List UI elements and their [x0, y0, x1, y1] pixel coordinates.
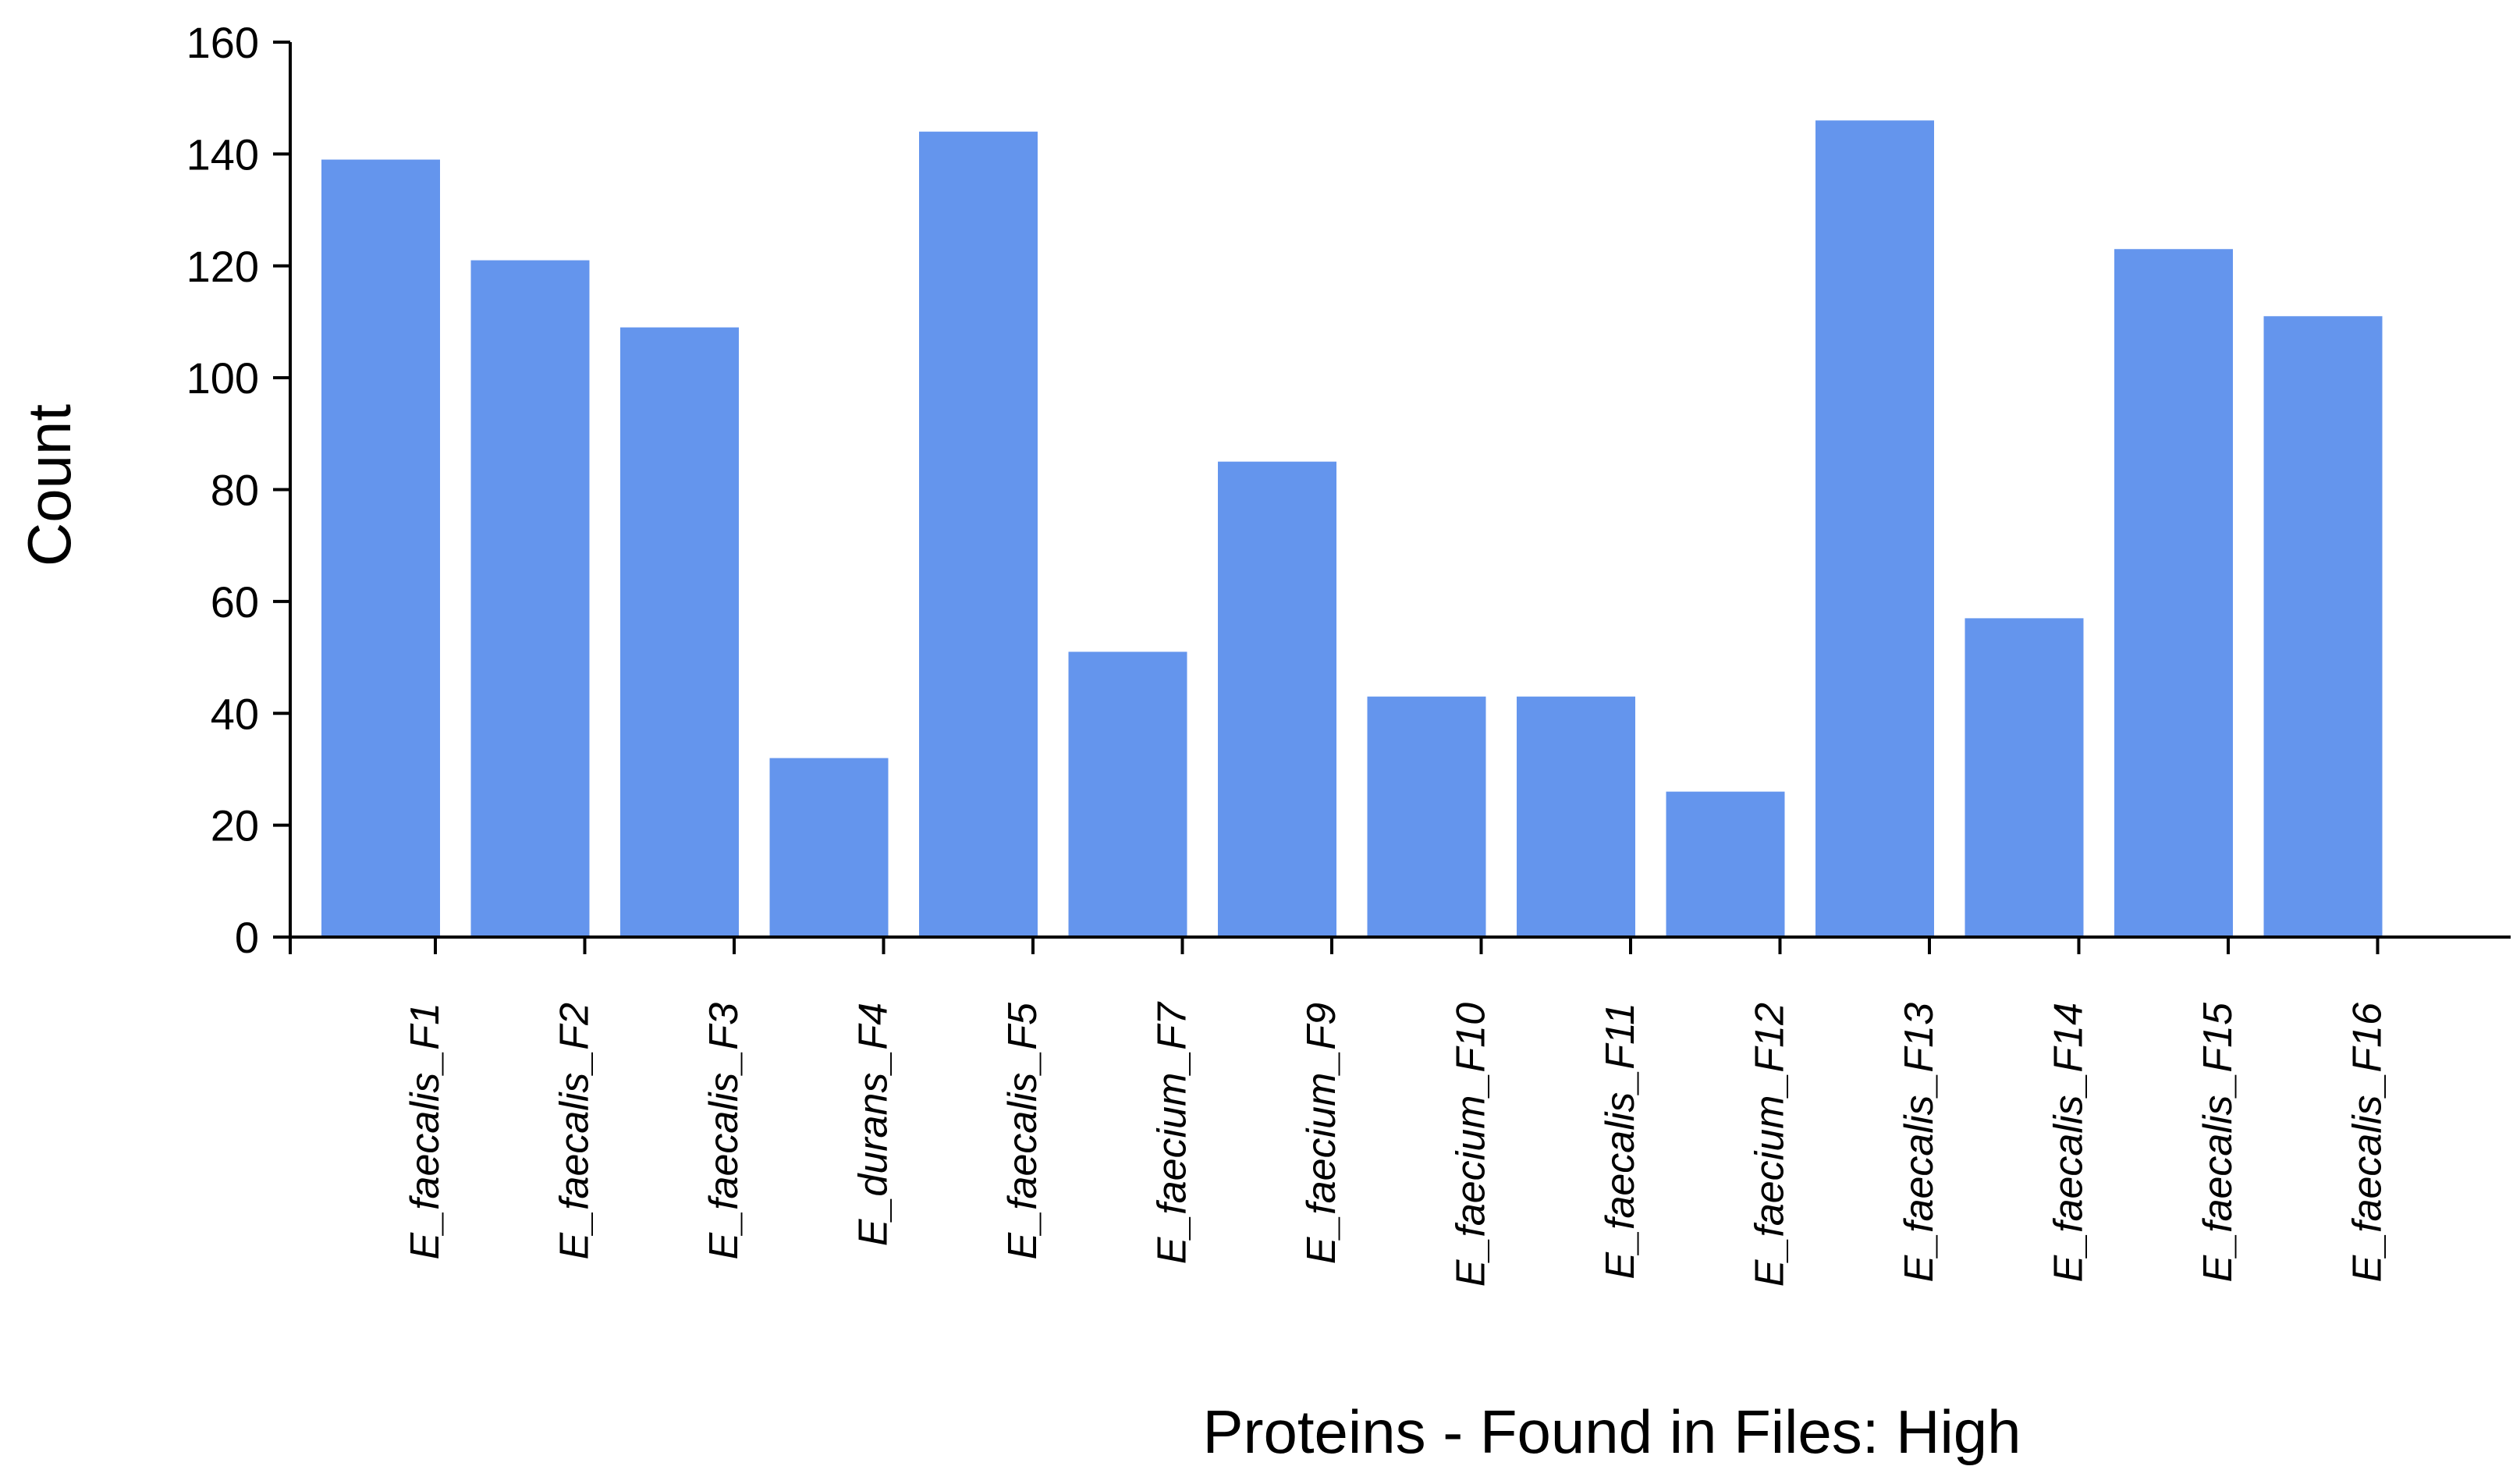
y-tick-label: 0	[235, 913, 259, 962]
x-ticks: E_faecalis_F1 E_faecalis_F2 E_faecalis_F3 E…	[289, 937, 2390, 1287]
y-tick-label: 140	[186, 130, 259, 179]
bar	[1367, 696, 1486, 937]
x-tick-label: E_faecalis_F11	[1598, 1003, 1643, 1280]
x-tick-label: E_faecalis_F1	[403, 1003, 448, 1260]
x-tick-label: E_faecalis_F3	[701, 1003, 747, 1260]
x-tick-label: E_faecalis_F5	[1000, 1002, 1045, 1260]
bar	[470, 260, 590, 937]
y-tick-label: 100	[186, 353, 259, 403]
y-tick-label: 160	[186, 18, 259, 67]
bar	[1068, 651, 1187, 937]
x-axis-title: Proteins - Found in Files: High	[1202, 1397, 2021, 1466]
bar	[1965, 618, 2084, 937]
bar	[1218, 461, 1336, 937]
y-tick-label: 120	[186, 242, 259, 291]
y-ticks: 0 20 40 60 80 100 120 140 160	[186, 18, 290, 962]
x-tick-label: E_faecalis_F13	[1897, 1003, 1942, 1283]
x-tick-label: E_durans_F4	[851, 1003, 896, 1246]
x-tick-label: E_faecium_F10	[1449, 1003, 1494, 1287]
bar	[1517, 696, 1635, 937]
x-tick-label: E_faecalis_F14	[2046, 1003, 2092, 1282]
bar	[1666, 791, 1785, 937]
x-tick-label: E_faecalis_F2	[552, 1003, 598, 1260]
bar	[321, 159, 440, 937]
bar	[769, 758, 889, 937]
x-tick-label: E_faecium_F12	[1748, 1003, 1793, 1287]
y-tick-label: 20	[211, 801, 259, 850]
y-tick-label: 40	[211, 689, 259, 738]
y-axis-title: Count	[15, 404, 83, 566]
x-tick-label: E_faecium_F9	[1299, 1003, 1344, 1264]
y-tick-label: 60	[211, 577, 259, 627]
bar	[2263, 316, 2383, 937]
bar	[1815, 120, 1934, 937]
x-axis: E_faecalis_F1 E_faecalis_F2 E_faecalis_F3 E…	[289, 935, 2511, 1287]
y-tick-label: 80	[211, 466, 259, 515]
x-tick-label: E_faecium_F7	[1150, 1001, 1195, 1264]
x-tick-label: E_faecalis_F15	[2195, 1002, 2241, 1283]
x-tick-label: E_faecalis_F16	[2345, 1003, 2390, 1283]
bar	[620, 327, 739, 937]
bars-group	[321, 120, 2383, 938]
y-axis: 0 20 40 60 80 100 120 140 160	[186, 18, 292, 962]
bar	[2114, 249, 2233, 937]
bar	[919, 131, 1038, 938]
